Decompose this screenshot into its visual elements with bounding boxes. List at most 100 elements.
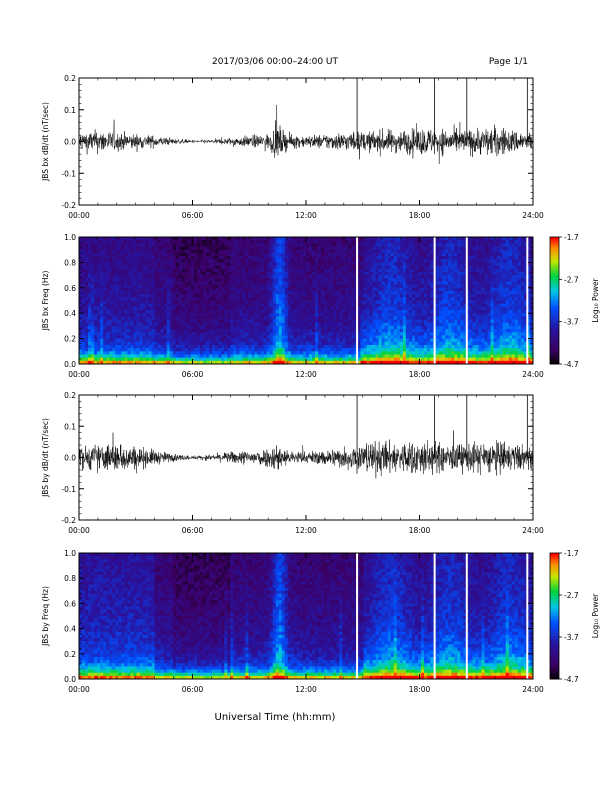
heat-cell	[372, 252, 377, 257]
heat-cell	[139, 303, 143, 308]
heat-cell	[309, 313, 313, 317]
heat-cell	[333, 287, 337, 292]
heat-cell	[302, 246, 307, 251]
heat-cell	[309, 287, 313, 292]
heat-cell	[318, 360, 322, 365]
heat-cell	[378, 303, 383, 308]
heat-cell	[393, 278, 398, 282]
heat-cell	[439, 357, 443, 362]
heat-cell	[97, 243, 101, 247]
heat-cell	[106, 306, 110, 311]
heat-cell	[239, 341, 243, 346]
heat-cell	[115, 300, 119, 305]
heat-cell	[312, 335, 316, 339]
heat-cell	[445, 240, 449, 244]
heat-cell	[306, 357, 310, 362]
heat-cell	[121, 287, 125, 292]
heat-cell	[427, 284, 431, 289]
heat-cell	[408, 249, 413, 254]
heat-cell	[287, 319, 292, 324]
heat-cell	[321, 259, 325, 263]
heat-cell	[215, 249, 219, 254]
heat-cell	[372, 249, 377, 254]
heat-cell	[269, 332, 274, 336]
heat-cell	[236, 325, 240, 330]
heat-cell	[390, 335, 395, 339]
heat-cell	[378, 281, 383, 286]
heat-cell	[181, 310, 186, 314]
heat-cell	[118, 354, 122, 359]
heat-cell	[151, 287, 156, 292]
heat-cell	[324, 278, 328, 282]
heat-cell	[439, 275, 443, 279]
heat-cell	[417, 303, 422, 308]
heat-cell	[251, 297, 255, 301]
heat-cell	[384, 249, 389, 254]
heat-cell	[184, 249, 189, 254]
heat-cell	[82, 338, 86, 343]
heat-cell	[284, 281, 289, 286]
heat-cell	[115, 246, 119, 251]
heat-cell	[172, 246, 177, 251]
heat-cell	[312, 243, 316, 247]
heat-cell	[345, 275, 349, 279]
heat-cell	[236, 271, 240, 276]
heat-cell	[127, 351, 131, 355]
heat-cell	[109, 287, 113, 292]
heat-cell	[324, 338, 328, 343]
heat-cell	[115, 344, 119, 349]
heat-cell	[293, 313, 298, 317]
heat-cell	[445, 284, 449, 289]
heat-cell	[257, 256, 261, 260]
heat-cell	[194, 268, 198, 273]
heat-cell	[381, 243, 386, 247]
heat-cell	[257, 252, 261, 257]
heat-cell	[384, 252, 389, 257]
heat-cell	[287, 332, 292, 336]
heat-cell	[414, 319, 419, 324]
heat-cell	[163, 246, 168, 251]
heat-cell	[139, 246, 143, 251]
heat-cell	[436, 348, 440, 352]
heat-cell	[248, 265, 252, 270]
heat-cell	[257, 319, 261, 324]
heat-cell	[230, 322, 234, 327]
heat-cell	[178, 284, 183, 289]
heat-cell	[245, 325, 249, 330]
heat-cell	[88, 252, 92, 257]
heat-cell	[154, 249, 159, 254]
heat-cell	[109, 341, 113, 346]
heat-cell	[242, 338, 246, 343]
heat-cell	[130, 319, 134, 324]
heat-cell	[363, 287, 367, 292]
heat-cell	[248, 303, 252, 308]
heat-cell	[100, 262, 104, 266]
heat-cell	[357, 351, 361, 355]
heat-cell	[339, 354, 343, 359]
heat-cell	[163, 265, 168, 270]
heat-cell	[293, 360, 298, 365]
heat-cell	[293, 310, 298, 314]
heat-cell	[408, 271, 413, 276]
heat-cell	[160, 259, 165, 263]
heat-cell	[212, 332, 216, 336]
heat-cell	[309, 278, 313, 282]
heat-cell	[396, 348, 401, 352]
heat-cell	[287, 306, 292, 311]
heat-cell	[172, 338, 177, 343]
heat-cell	[97, 275, 101, 279]
heat-cell	[130, 344, 134, 349]
heat-cell	[200, 306, 204, 311]
heat-cell	[239, 252, 243, 257]
heat-cell	[372, 256, 377, 260]
heat-cell	[257, 338, 261, 343]
heat-cell	[197, 316, 201, 320]
heat-cell	[393, 259, 398, 263]
heat-cell	[94, 281, 98, 286]
heat-cell	[118, 329, 122, 333]
heat-cell	[100, 300, 104, 305]
heat-cell	[363, 344, 367, 349]
heat-cell	[239, 275, 243, 279]
heat-cell	[375, 265, 380, 270]
heat-cell	[194, 252, 198, 257]
